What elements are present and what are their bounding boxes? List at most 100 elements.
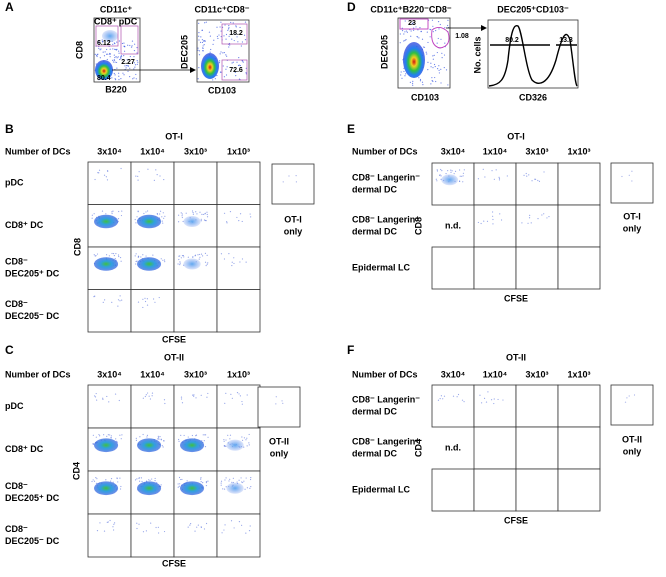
dot-plot [431, 246, 475, 290]
event-dot [224, 402, 226, 404]
event-dot [228, 253, 230, 255]
event-dot [203, 44, 205, 46]
group-header: OT-I [165, 131, 183, 141]
event-dot [96, 55, 98, 58]
event-dot [133, 68, 135, 70]
dot-plot [87, 161, 132, 205]
event-dot [195, 211, 197, 213]
event-dot [157, 435, 159, 437]
event-dot [157, 437, 160, 439]
event-dot [121, 434, 123, 436]
event-dot [250, 216, 252, 218]
event-dot [142, 433, 144, 436]
event-dot [230, 21, 232, 24]
event-dot [91, 217, 93, 219]
control-label: OT-I [623, 211, 641, 221]
event-dot [136, 522, 138, 524]
event-dot [200, 526, 202, 528]
event-dot [107, 521, 109, 523]
column-header: 3x10³ [184, 146, 207, 156]
event-dot [236, 36, 238, 38]
event-dot [114, 48, 116, 50]
column-header: 3x10³ [525, 369, 548, 379]
event-dot [224, 479, 226, 481]
event-dot [220, 253, 223, 255]
event-dot [432, 31, 434, 33]
event-dot [123, 59, 125, 61]
event-dot [127, 65, 129, 67]
event-dot [403, 70, 405, 73]
event-dot [163, 440, 165, 442]
event-dot [483, 220, 485, 222]
row-header: Number of DCs [5, 146, 71, 156]
event-dot [480, 222, 482, 225]
event-dot [527, 222, 529, 224]
dot-plot [216, 289, 261, 333]
event-dot [275, 396, 277, 398]
event-dot [411, 23, 413, 25]
event-dot [399, 42, 401, 44]
dot-plot [557, 384, 601, 428]
row-label: pDC [5, 178, 24, 188]
event-dot [223, 35, 225, 37]
event-dot [235, 26, 237, 28]
gate-value: 80.4 [97, 75, 111, 82]
event-dot [417, 29, 419, 31]
event-dot [114, 393, 117, 395]
event-dot [241, 524, 243, 526]
event-dot [223, 440, 225, 442]
event-dot [435, 80, 437, 83]
event-dot [93, 480, 96, 482]
event-dot [429, 28, 431, 31]
event-dot [404, 20, 406, 22]
event-dot [443, 54, 446, 56]
event-dot [102, 301, 104, 303]
event-dot [114, 78, 116, 80]
gate [431, 27, 450, 49]
event-dot [241, 400, 243, 403]
event-dot [152, 254, 154, 256]
event-dot [499, 213, 501, 215]
event-dot [105, 213, 107, 215]
event-dot [225, 392, 227, 394]
event-dot [181, 478, 183, 481]
event-dot [177, 214, 180, 216]
event-dot [192, 211, 194, 214]
event-dot [106, 53, 108, 55]
event-dot [440, 175, 442, 177]
event-dot [212, 43, 214, 46]
gate [120, 25, 139, 55]
panel-letter: A [5, 0, 14, 14]
group-header: OT-II [506, 352, 526, 362]
event-dot [200, 478, 202, 480]
event-dot [222, 488, 224, 490]
event-dot [202, 434, 204, 436]
event-dot [243, 34, 246, 36]
dot-plot [515, 246, 559, 290]
event-dot [405, 39, 407, 41]
control-label: OT-I [284, 214, 302, 224]
event-dot [462, 172, 465, 174]
row-header: Number of DCs [352, 369, 418, 379]
event-dot [412, 29, 415, 31]
dot-plot [473, 246, 517, 290]
event-dot [134, 43, 136, 45]
dot-plot [515, 204, 559, 248]
event-dot [436, 169, 438, 171]
event-dot [248, 442, 250, 444]
event-dot [462, 181, 464, 183]
density-blob [94, 257, 119, 271]
event-dot [138, 171, 140, 173]
event-dot [237, 41, 239, 43]
event-dot [242, 481, 244, 484]
event-dot [151, 478, 153, 480]
event-dot [198, 22, 200, 24]
dot-plot [87, 289, 132, 333]
event-dot [436, 51, 438, 54]
row-label: CD8⁻ [5, 257, 28, 267]
event-dot [227, 28, 230, 30]
event-dot [192, 256, 194, 258]
event-dot [438, 69, 440, 71]
dot-plot [431, 384, 475, 428]
event-dot [156, 174, 158, 176]
